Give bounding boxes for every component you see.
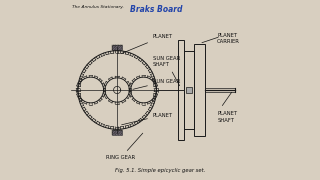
Bar: [178, 40, 184, 140]
Bar: [184, 51, 194, 129]
Text: SUN GEAR
SHAFT: SUN GEAR SHAFT: [153, 56, 180, 86]
Bar: [194, 44, 205, 136]
Text: RING GEAR: RING GEAR: [106, 133, 143, 160]
Text: PLANET: PLANET: [122, 112, 173, 125]
Text: PLANET
CARRIER: PLANET CARRIER: [217, 33, 240, 44]
Text: PLANET: PLANET: [122, 34, 173, 53]
Text: PLANET
SHAFT: PLANET SHAFT: [217, 111, 237, 123]
Text: Fig. 5.1. Simple epicyclic gear set.: Fig. 5.1. Simple epicyclic gear set.: [115, 168, 205, 173]
Bar: [186, 87, 192, 93]
Bar: [112, 45, 122, 50]
Text: The Annulus Stationary.: The Annulus Stationary.: [73, 5, 124, 9]
Text: Braks Board: Braks Board: [130, 5, 183, 14]
Text: SUN GEAR: SUN GEAR: [133, 78, 180, 89]
Bar: [112, 130, 122, 135]
